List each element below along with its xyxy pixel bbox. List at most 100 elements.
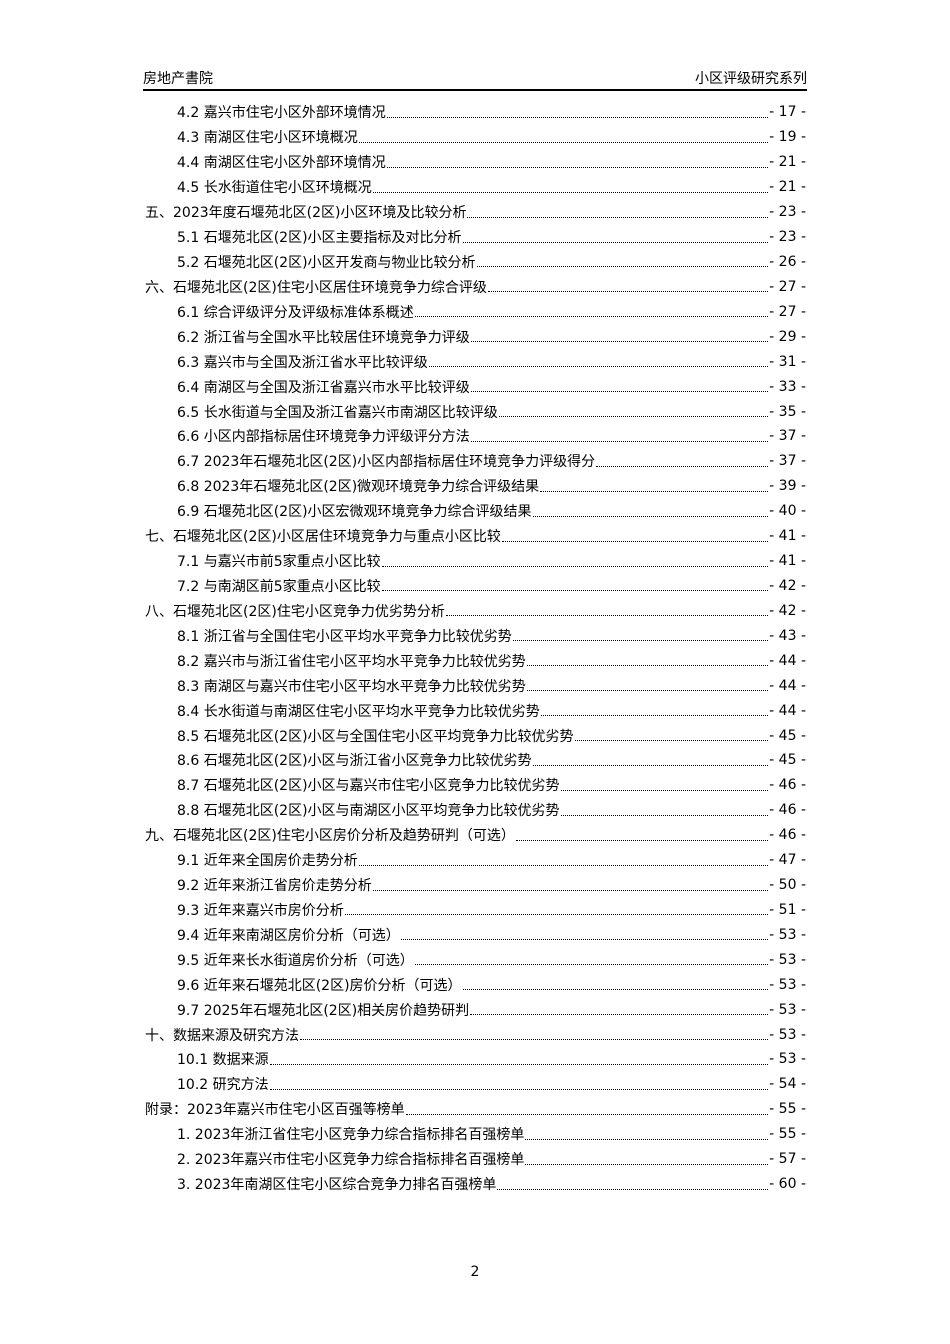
toc-entry[interactable]: 8.7 石堰苑北区(2区)小区与嘉兴市住宅小区竞争力比较优劣势 - 46 - [145, 773, 806, 798]
toc-leader [414, 964, 769, 966]
toc-entry[interactable]: 4.3 南湖区住宅小区环境概况 - 19 - [145, 125, 806, 150]
table-of-contents: 4.2 嘉兴市住宅小区外部环境情况 - 17 - 4.3 南湖区住宅小区环境概况 - … [145, 100, 806, 1197]
toc-entry[interactable]: 6.5 长水街道与全国及浙江省嘉兴市南湖区比较评级 - 35 - [145, 399, 806, 424]
toc-entry[interactable]: 七、石堰苑北区(2区)小区居住环境竞争力与重点小区比较 - 41 - [145, 524, 806, 549]
toc-entry-title: 4.3 南湖区住宅小区环境概况 [177, 130, 358, 147]
toc-leader [414, 316, 769, 318]
toc-entry[interactable]: 九、石堰苑北区(2区)住宅小区房价分析及趋势研判（可选） - 46 - [145, 823, 806, 848]
toc-entry[interactable]: 10.2 研究方法 - 54 - [145, 1072, 806, 1097]
toc-entry-page: - 33 - [769, 378, 806, 395]
toc-entry[interactable]: 六、石堰苑北区(2区)住宅小区居住环境竞争力综合评级 - 27 - [145, 274, 806, 299]
toc-entry[interactable]: 十、数据来源及研究方法 - 53 - [145, 1022, 806, 1047]
toc-entry-page: - 17 - [769, 104, 806, 121]
toc-entry-title: 6.9 石堰苑北区(2区)小区宏微观环境竞争力综合评级结果 [177, 504, 532, 521]
toc-entry[interactable]: 八、石堰苑北区(2区)住宅小区竞争力优劣势分析 - 42 - [145, 598, 806, 623]
toc-entry-page: - 21 - [769, 154, 806, 171]
toc-entry[interactable]: 6.8 2023年石堰苑北区(2区)微观环境竞争力综合评级结果 - 39 - [145, 474, 806, 499]
toc-entry-title: 8.8 石堰苑北区(2区)小区与南湖区小区平均竞争力比较优劣势 [177, 803, 560, 820]
toc-entry[interactable]: 1. 2023年浙江省住宅小区竞争力综合指标排名百强榜单 - 55 - [145, 1122, 806, 1147]
toc-entry[interactable]: 6.9 石堰苑北区(2区)小区宏微观环境竞争力综合评级结果 - 40 - [145, 499, 806, 524]
toc-leader [525, 1163, 769, 1165]
toc-entry-page: - 53 - [769, 976, 806, 993]
toc-leader [467, 216, 769, 218]
toc-entry-page: - 46 - [769, 777, 806, 794]
toc-entry[interactable]: 9.3 近年来嘉兴市房价分析 - 51 - [145, 898, 806, 923]
toc-entry[interactable]: 6.1 综合评级评分及评级标准体系概述 - 27 - [145, 299, 806, 324]
toc-entry[interactable]: 8.2 嘉兴市与浙江省住宅小区平均水平竞争力比较优劣势 - 44 - [145, 648, 806, 673]
toc-entry[interactable]: 7.2 与南湖区前5家重点小区比较 - 42 - [145, 574, 806, 599]
toc-entry-page: - 55 - [769, 1101, 806, 1118]
toc-leader [497, 1188, 769, 1190]
toc-entry-title: 8.5 石堰苑北区(2区)小区与全国住宅小区平均竞争力比较优劣势 [177, 728, 574, 745]
toc-leader [574, 740, 769, 741]
toc-entry-page: - 26 - [769, 253, 806, 270]
toc-entry-title: 9.3 近年来嘉兴市房价分析 [177, 902, 344, 919]
toc-leader [526, 665, 769, 667]
toc-entry[interactable]: 8.1 浙江省与全国住宅小区平均水平竞争力比较优劣势 - 43 - [145, 623, 806, 648]
toc-entry-page: - 42 - [769, 602, 806, 619]
toc-entry[interactable]: 9.2 近年来浙江省房价走势分析 - 50 - [145, 873, 806, 898]
toc-leader [470, 1014, 769, 1016]
toc-entry[interactable]: 6.3 嘉兴市与全国及浙江省水平比较评级 - 31 - [145, 349, 806, 374]
toc-entry[interactable]: 8.5 石堰苑北区(2区)小区与全国住宅小区平均竞争力比较优劣势 - 45 - [145, 723, 806, 748]
toc-entry[interactable]: 8.3 南湖区与嘉兴市住宅小区平均水平竞争力比较优劣势 - 44 - [145, 673, 806, 698]
toc-entry-page: - 46 - [769, 802, 806, 819]
toc-entry[interactable]: 4.4 南湖区住宅小区外部环境情况 - 21 - [145, 150, 806, 175]
toc-entry[interactable]: 9.7 2025年石堰苑北区(2区)相关房价趋势研判 - 53 - [145, 997, 806, 1022]
toc-leader [560, 814, 769, 816]
toc-entry-title: 6.1 综合评级评分及评级标准体系概述 [177, 304, 414, 321]
toc-entry[interactable]: 8.8 石堰苑北区(2区)小区与南湖区小区平均竞争力比较优劣势 - 46 - [145, 798, 806, 823]
toc-leader [540, 490, 769, 492]
toc-entry[interactable]: 7.1 与嘉兴市前5家重点小区比较 - 41 - [145, 549, 806, 574]
toc-entry[interactable]: 3. 2023年南湖区住宅小区综合竞争力排名百强榜单 - 60 - [145, 1172, 806, 1197]
toc-leader [515, 839, 769, 841]
toc-entry[interactable]: 10.1 数据来源 - 53 - [145, 1047, 806, 1072]
toc-entry-title: 附录：2023年嘉兴市住宅小区百强等榜单 [145, 1102, 405, 1119]
toc-leader [512, 640, 769, 642]
toc-entry-page: - 43 - [769, 627, 806, 644]
toc-entry[interactable]: 8.6 石堰苑北区(2区)小区与浙江省小区竞争力比较优劣势 - 45 - [145, 748, 806, 773]
toc-entry-title: 9.5 近年来长水街道房价分析（可选） [177, 952, 414, 969]
toc-entry-title: 6.3 嘉兴市与全国及浙江省水平比较评级 [177, 354, 428, 371]
toc-entry[interactable]: 6.7 2023年石堰苑北区(2区)小区内部指标居住环境竞争力评级得分 - 37 … [145, 449, 806, 474]
toc-entry[interactable]: 6.2 浙江省与全国水平比较居住环境竞争力评级 - 29 - [145, 324, 806, 349]
toc-leader [358, 864, 769, 866]
toc-leader [560, 789, 769, 791]
toc-entry[interactable]: 附录：2023年嘉兴市住宅小区百强等榜单 - 55 - [145, 1097, 806, 1122]
toc-entry-page: - 31 - [769, 353, 806, 370]
toc-entry[interactable]: 5.2 石堰苑北区(2区)小区开发商与物业比较分析 - 26 - [145, 250, 806, 275]
toc-entry-title: 六、石堰苑北区(2区)住宅小区居住环境竞争力综合评级 [145, 279, 487, 296]
toc-entry-page: - 44 - [769, 652, 806, 669]
toc-entry[interactable]: 9.6 近年来石堰苑北区(2区)房价分析（可选） - 53 - [145, 972, 806, 997]
toc-leader [358, 141, 769, 143]
toc-entry[interactable]: 2. 2023年嘉兴市住宅小区竞争力综合指标排名百强榜单 - 57 - [145, 1147, 806, 1172]
toc-entry[interactable]: 9.5 近年来长水街道房价分析（可选） - 53 - [145, 947, 806, 972]
toc-entry-page: - 53 - [769, 1026, 806, 1043]
toc-entry-title: 七、石堰苑北区(2区)小区居住环境竞争力与重点小区比较 [145, 529, 501, 546]
toc-entry-page: - 27 - [769, 303, 806, 320]
toc-entry[interactable]: 4.2 嘉兴市住宅小区外部环境情况 - 17 - [145, 100, 806, 125]
toc-entry[interactable]: 6.4 南湖区与全国及浙江省嘉兴市水平比较评级 - 33 - [145, 374, 806, 399]
toc-entry[interactable]: 6.6 小区内部指标居住环境竞争力评级评分方法 - 37 - [145, 424, 806, 449]
toc-entry-title: 4.4 南湖区住宅小区外部环境情况 [177, 155, 386, 172]
toc-entry[interactable]: 8.4 长水街道与南湖区住宅小区平均水平竞争力比较优劣势 - 44 - [145, 698, 806, 723]
toc-entry-title: 5.2 石堰苑北区(2区)小区开发商与物业比较分析 [177, 254, 476, 271]
toc-entry[interactable]: 5.1 石堰苑北区(2区)小区主要指标及对比分析 - 23 - [145, 225, 806, 250]
toc-leader [462, 241, 769, 243]
header-right: 小区评级研究系列 [695, 71, 807, 87]
toc-leader [269, 1088, 769, 1090]
toc-leader [532, 515, 769, 517]
toc-entry[interactable]: 4.5 长水街道住宅小区环境概况 - 21 - [145, 175, 806, 200]
toc-entry-title: 4.5 长水街道住宅小区环境概况 [177, 180, 372, 197]
toc-entry-page: - 42 - [769, 577, 806, 594]
toc-entry[interactable]: 9.4 近年来南湖区房价分析（可选） - 53 - [145, 922, 806, 947]
toc-entry-title: 10.2 研究方法 [177, 1077, 269, 1094]
toc-entry-title: 2. 2023年嘉兴市住宅小区竞争力综合指标排名百强榜单 [177, 1152, 525, 1169]
toc-entry-title: 八、石堰苑北区(2区)住宅小区竞争力优劣势分析 [145, 603, 445, 620]
toc-leader [400, 939, 769, 941]
toc-leader [445, 615, 769, 617]
toc-entry[interactable]: 五、2023年度石堰苑北区(2区)小区环境及比较分析 - 23 - [145, 200, 806, 225]
toc-entry-page: - 44 - [769, 702, 806, 719]
toc-entry[interactable]: 9.1 近年来全国房价走势分析 - 47 - [145, 848, 806, 873]
toc-entry-page: - 41 - [769, 528, 806, 545]
